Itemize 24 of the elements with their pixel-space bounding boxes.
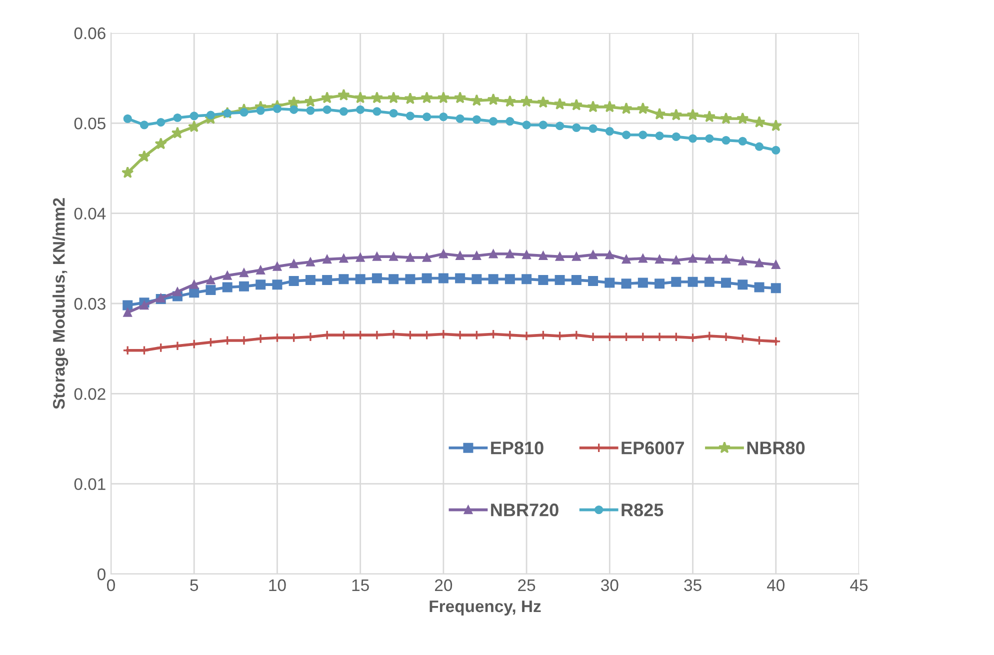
legend-label: NBR80	[747, 442, 805, 454]
y-tick-label: 0.02	[74, 388, 106, 400]
x-tick-label: 40	[767, 579, 785, 592]
x-tick-label: 45	[850, 579, 868, 592]
legend-label: EP6007	[622, 442, 684, 454]
x-tick-label: 5	[190, 579, 198, 592]
x-tick-label: 15	[352, 579, 369, 592]
x-tick-label: 30	[601, 579, 618, 592]
legend-label: R825	[622, 504, 664, 516]
y-tick-label: 0.05	[74, 118, 106, 130]
x-tick-label: 10	[269, 579, 286, 592]
x-tick-label: 0	[107, 579, 115, 592]
y-tick-label: 0.04	[74, 208, 106, 220]
x-axis-title: Frequency, Hz	[430, 600, 541, 616]
legend-label: NBR720	[491, 504, 558, 516]
y-tick-label: 0.01	[74, 478, 106, 490]
x-tick-label: 35	[684, 579, 702, 592]
legend-label: EP810	[491, 442, 544, 454]
x-tick-label: 25	[518, 579, 536, 592]
y-tick-label: 0.03	[74, 298, 106, 310]
y-axis-title: Storage Modulus, KN/mm2	[52, 198, 68, 410]
x-tick-label: 20	[435, 579, 452, 592]
y-tick-label: 0.06	[74, 27, 106, 40]
y-tick-label: 0	[98, 568, 106, 580]
